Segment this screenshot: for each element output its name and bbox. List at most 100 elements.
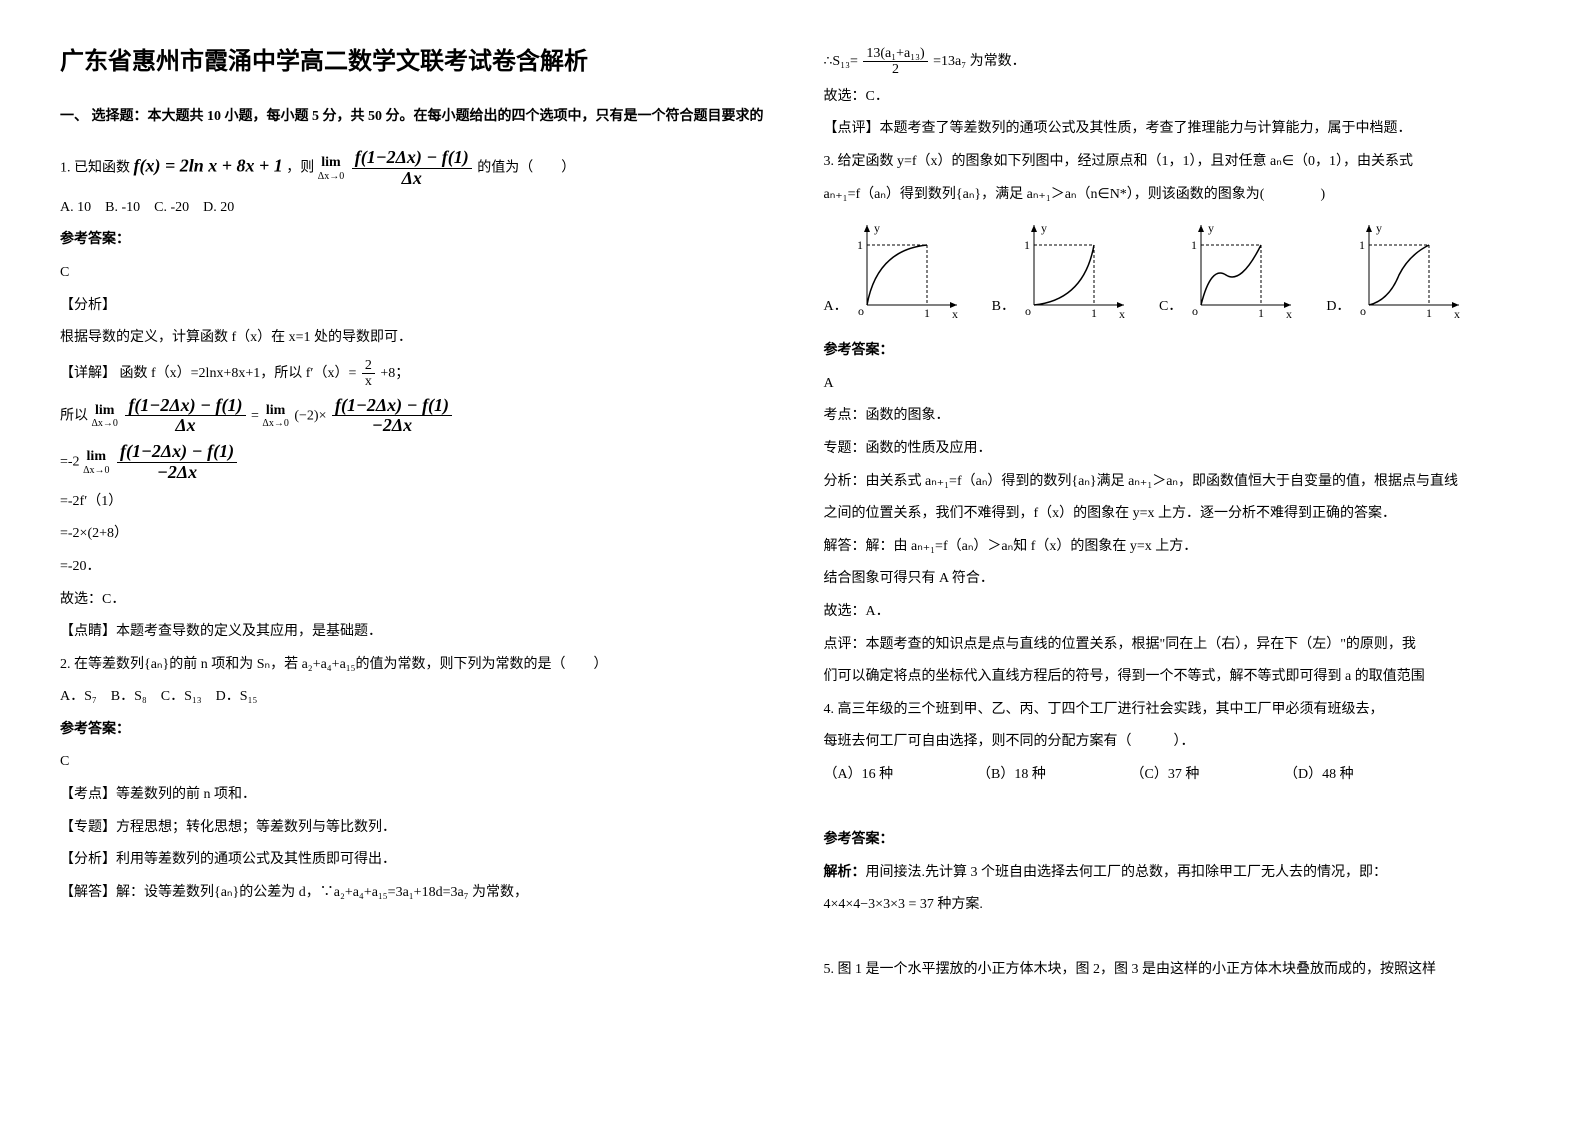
q1-line6: =-20． xyxy=(60,554,764,581)
q1-d1-den: x xyxy=(362,374,375,389)
q3-stem1: 3. 给定函数 y=f（x）的图象如下列图中，经过原点和（1，1），且对任意 a… xyxy=(824,149,1528,176)
svg-text:1: 1 xyxy=(924,306,930,320)
col2-dianping: 【点评】本题考查了等差数列的通项公式及其性质，考查了推理能力与计算能力，属于中档… xyxy=(824,116,1528,143)
svg-text:x: x xyxy=(1286,307,1292,320)
s13-num: 13(a₁+a₁₃) xyxy=(863,46,927,62)
svg-text:1: 1 xyxy=(857,238,863,252)
q1-analysis-label: 【分析】 xyxy=(60,293,764,320)
graph-a-svg: y x o 1 1 xyxy=(852,220,962,320)
limit-icon: limΔx→0 xyxy=(318,155,344,181)
graph-a-label: A． xyxy=(824,294,848,321)
left-column: 广东省惠州市霞涌中学高二数学文联考试卷含解析 一、 选择题：本大题共 10 小题… xyxy=(60,40,764,990)
q1-frac-num: f(1−2Δx) − f(1) xyxy=(352,148,472,169)
q1-line7: 故选：C． xyxy=(60,587,764,614)
q1-l2-eq: = xyxy=(251,408,262,423)
q3-ans: A xyxy=(824,371,1528,398)
svg-text:y: y xyxy=(874,221,880,235)
graph-d-item: D． y x o 1 1 xyxy=(1326,220,1464,320)
s13-tail: =13a₇ 为常数． xyxy=(933,54,1026,69)
q2-ans: C xyxy=(60,749,764,776)
limit-icon: limΔx→0 xyxy=(92,403,118,429)
q1-ans: C xyxy=(60,260,764,287)
q3-dianping1: 点评：本题考查的知识点是点与直线的位置关系，根据"同在上（右），异在下（左）"的… xyxy=(824,632,1528,659)
q3-fenxi1: 分析：由关系式 aₙ₊₁=f（aₙ）得到的数列{aₙ}满足 aₙ₊₁＞aₙ，即函… xyxy=(824,469,1528,496)
q4-stem2: 每班去何工厂可自由选择，则不同的分配方案有（ ）． xyxy=(824,729,1528,756)
q1-l2-prefix: 所以 xyxy=(60,408,88,423)
q1-l2f2d: −2Δx xyxy=(332,416,452,436)
q3-stem2: aₙ₊₁=f（aₙ）得到数列{aₙ}，满足 aₙ₊₁＞aₙ（n∈N*），则该函数… xyxy=(824,182,1528,209)
svg-text:1: 1 xyxy=(1359,238,1365,252)
q3-jieda3: 故选：A． xyxy=(824,599,1528,626)
q1-line5: =-2×(2+8） xyxy=(60,521,764,548)
s13-line: ∴S₁₃= 13(a₁+a₁₃) 2 =13a₇ 为常数． xyxy=(824,46,1528,78)
q3-dianping2: 们可以确定将点的坐标代入直线方程后的符号，得到一个不等式，解不等式即可得到 a … xyxy=(824,664,1528,691)
q4-options: （A）16 种 （B）18 种 （C）37 种 （D）48 种 xyxy=(824,762,1528,789)
q1-line4: =-2f′（1） xyxy=(60,489,764,516)
section-1-intro: 一、 选择题：本大题共 10 小题，每小题 5 分，共 50 分。在每小题给出的… xyxy=(60,104,764,131)
q3-jieda1: 解答：解：由 aₙ₊₁=f（aₙ）＞aₙ知 f（x）的图象在 y=x 上方． xyxy=(824,534,1528,561)
q4-stem1: 4. 高三年级的三个班到甲、乙、丙、丁四个工厂进行社会实践，其中工厂甲必须有班级… xyxy=(824,697,1528,724)
q1-mid: ，则 xyxy=(286,161,314,176)
svg-text:o: o xyxy=(1025,304,1031,318)
q1-tail: 的值为（ ） xyxy=(477,161,575,176)
q4-opt-b: （B）18 种 xyxy=(977,762,1127,789)
q1-analysis-text: 根据导数的定义，计算函数 f（x）在 x=1 处的导数即可． xyxy=(60,325,764,352)
q1-l2-frac1: f(1−2Δx) − f(1) Δx xyxy=(125,396,245,437)
graph-a-item: A． y x o 1 1 xyxy=(824,220,962,320)
graph-b-item: B． y x o 1 1 xyxy=(992,220,1129,320)
svg-text:1: 1 xyxy=(1091,306,1097,320)
svg-text:y: y xyxy=(1208,221,1214,235)
graph-b-label: B． xyxy=(992,294,1015,321)
q1-detail-frac: 2 x xyxy=(362,358,375,390)
q3-fenxi2: 之间的位置关系，我们不难得到，f（x）的图象在 y=x 上方．逐一分析不难得到正… xyxy=(824,501,1528,528)
svg-text:y: y xyxy=(1376,221,1382,235)
s13-den: 2 xyxy=(863,62,927,77)
q1-l2-mid: (−2)× xyxy=(294,408,326,423)
q1-l2f1d: Δx xyxy=(125,416,245,436)
q1-options: A. 10 B. -10 C. -20 D. 20 xyxy=(60,195,764,222)
q1-frac-den: Δx xyxy=(352,169,472,189)
q1-point-label: 【点睛】 xyxy=(60,624,116,639)
svg-text:1: 1 xyxy=(1258,306,1264,320)
q2-fenxi: 【分析】利用等差数列的通项公式及其性质即可得出． xyxy=(60,847,764,874)
q1-d1-num: 2 xyxy=(362,358,375,374)
q1-l2-frac2: f(1−2Δx) − f(1) −2Δx xyxy=(332,396,452,437)
q1-point-text: 本题考查导数的定义及其应用，是基础题． xyxy=(116,624,382,639)
q5-stem: 5. 图 1 是一个水平摆放的小正方体木块，图 2，图 3 是由这样的小正方体木… xyxy=(824,957,1528,984)
graph-c-label: C． xyxy=(1159,294,1182,321)
q2-ans-heading: 参考答案： xyxy=(60,717,764,744)
q1-point: 【点睛】本题考查导数的定义及其应用，是基础题． xyxy=(60,619,764,646)
q1-line3: =-2 limΔx→0 f(1−2Δx) − f(1) −2Δx xyxy=(60,442,764,483)
doc-title: 广东省惠州市霞涌中学高二数学文联考试卷含解析 xyxy=(60,40,764,86)
svg-text:o: o xyxy=(1192,304,1198,318)
svg-text:o: o xyxy=(1360,304,1366,318)
q1-stem-prefix: 1. 已知函数 xyxy=(60,161,130,176)
q4-opt-a: （A）16 种 xyxy=(824,762,974,789)
q4-jiexi-label: 解析： xyxy=(824,865,866,880)
q1-l3n: f(1−2Δx) − f(1) xyxy=(117,442,237,463)
limit-icon: limΔx→0 xyxy=(262,403,288,429)
svg-text:o: o xyxy=(858,304,864,318)
q2-options: A．S₇ B．S₈ C．S₁₃ D．S₁₅ xyxy=(60,684,764,711)
q1-ans-heading: 参考答案： xyxy=(60,227,764,254)
q1-l2f2n: f(1−2Δx) − f(1) xyxy=(332,396,452,417)
svg-text:y: y xyxy=(1041,221,1047,235)
graph-d-label: D． xyxy=(1326,294,1350,321)
q2-stem: 2. 在等差数列{aₙ}的前 n 项和为 Sₙ，若 a₂+a₄+a₁₅的值为常数… xyxy=(60,652,764,679)
q4-opt-d: （D）48 种 xyxy=(1284,762,1434,789)
q1-l3d: −2Δx xyxy=(117,463,237,483)
q3-graphs-row: A． y x o 1 1 B． xyxy=(824,220,1528,320)
q4-jiexi-text: 用间接法.先计算 3 个班自由选择去何工厂的总数，再扣除甲工厂无人去的情况，即： xyxy=(866,865,1388,880)
q2-kaodian: 【考点】等差数列的前 n 项和． xyxy=(60,782,764,809)
limit-icon: limΔx→0 xyxy=(83,449,109,475)
q1-line2: 所以 limΔx→0 f(1−2Δx) − f(1) Δx = limΔx→0 … xyxy=(60,396,764,437)
q3-zhuanti: 专题：函数的性质及应用． xyxy=(824,436,1528,463)
page-two-column: 广东省惠州市霞涌中学高二数学文联考试卷含解析 一、 选择题：本大题共 10 小题… xyxy=(60,40,1527,990)
q4-opt-c: （C）37 种 xyxy=(1131,762,1281,789)
graph-c-item: C． y x o 1 1 xyxy=(1159,220,1296,320)
col2-guxuan: 故选：C． xyxy=(824,84,1528,111)
q1-detail-label: 【详解】 xyxy=(60,366,116,381)
q2-zhuanti: 【专题】方程思想；转化思想；等差数列与等比数列． xyxy=(60,815,764,842)
q1-l2f1n: f(1−2Δx) − f(1) xyxy=(125,396,245,417)
s13-prefix: ∴S₁₃= xyxy=(824,54,858,69)
